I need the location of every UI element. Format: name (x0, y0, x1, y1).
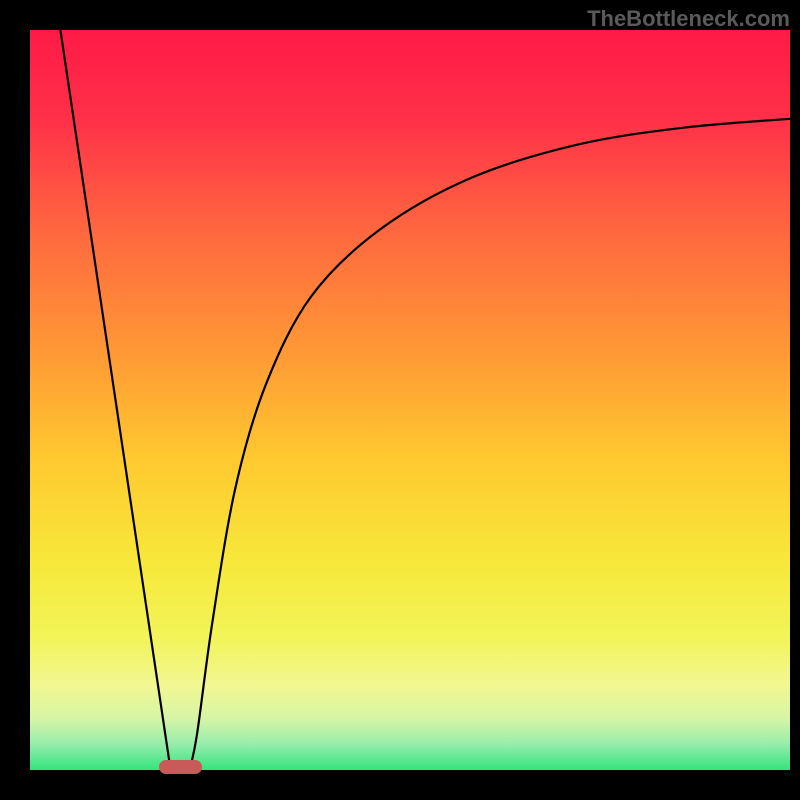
watermark-text: TheBottleneck.com (587, 6, 790, 32)
chart-frame: TheBottleneck.com (0, 0, 800, 800)
curve-layer (30, 30, 790, 770)
right-saturating-curve (190, 119, 790, 770)
plot-area (30, 30, 790, 770)
valley-marker (159, 760, 202, 773)
left-descent-line (60, 30, 170, 770)
